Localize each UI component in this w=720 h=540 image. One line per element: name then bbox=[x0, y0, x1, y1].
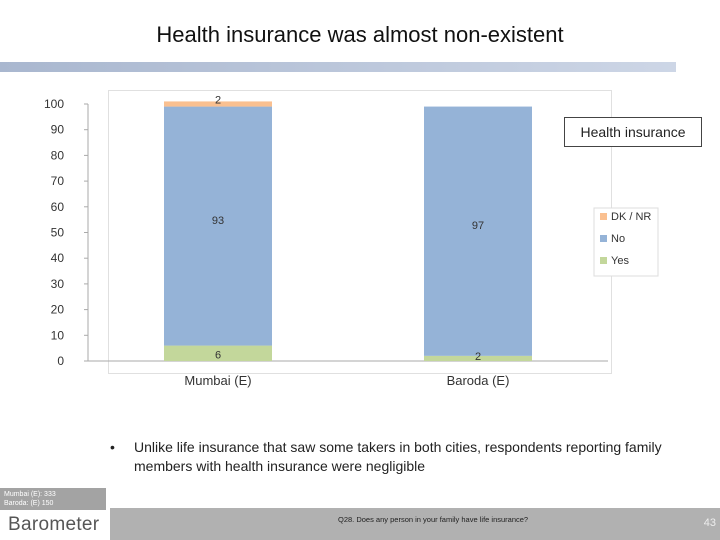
bar-segment-yes bbox=[164, 345, 272, 361]
bar-segment-no bbox=[164, 106, 272, 346]
legend-label: Yes bbox=[611, 255, 629, 267]
bar-segment-dk-nr bbox=[164, 101, 272, 107]
y-tick-label: 10 bbox=[51, 328, 65, 342]
base-notes: Mumbai (E): 333 Baroda: (E) 150 bbox=[0, 488, 106, 510]
data-label: 6 bbox=[215, 349, 221, 361]
y-tick-label: 50 bbox=[51, 226, 65, 240]
legend-swatch-yes bbox=[600, 257, 607, 264]
data-label: 2 bbox=[215, 94, 221, 106]
barometer-logo: Barometer bbox=[8, 514, 100, 535]
y-tick-label: 0 bbox=[57, 354, 64, 368]
y-tick-label: 60 bbox=[51, 200, 65, 214]
legend-label: No bbox=[611, 233, 625, 245]
data-label: 2 bbox=[475, 351, 481, 363]
slide-title: Health insurance was almost non-existent bbox=[156, 22, 564, 47]
y-tick-label: 20 bbox=[51, 303, 65, 317]
legend-label: DK / NR bbox=[611, 211, 651, 223]
footer-question: Q28. Does any person in your family have… bbox=[338, 515, 529, 524]
data-label: 93 bbox=[212, 215, 224, 227]
y-tick-label: 40 bbox=[51, 251, 65, 265]
bullet-symbol: • bbox=[110, 439, 115, 455]
y-tick-label: 80 bbox=[51, 148, 65, 162]
page-number: 43 bbox=[703, 517, 716, 529]
chart-title: Health insurance bbox=[564, 117, 702, 147]
footer-bar bbox=[110, 508, 720, 540]
title-underline-bar bbox=[0, 62, 676, 72]
bar-segment-no bbox=[424, 106, 532, 356]
x-category-label: Mumbai (E) bbox=[184, 373, 251, 388]
y-tick-label: 90 bbox=[51, 123, 65, 137]
bar-segment-yes bbox=[424, 355, 532, 361]
y-tick-label: 100 bbox=[44, 97, 64, 111]
legend-swatch-no bbox=[600, 235, 607, 242]
y-tick-label: 30 bbox=[51, 277, 65, 291]
stacked-bar-chart: 0 10 20 30 40 50 60 70 80 90 100 Mumbai (E) Baroda (… bbox=[44, 94, 659, 388]
base-note-baroda: Baroda: (E) 150 bbox=[4, 500, 54, 507]
x-category-label: Baroda (E) bbox=[447, 373, 510, 388]
data-label: 97 bbox=[472, 220, 484, 232]
legend-swatch-dk-nr bbox=[600, 213, 607, 220]
y-tick-label: 70 bbox=[51, 174, 65, 188]
bullet-text: Unlike life insurance that saw some take… bbox=[134, 439, 662, 474]
base-note-mumbai: Mumbai (E): 333 bbox=[4, 491, 56, 498]
bullet-point: • Unlike life insurance that saw some ta… bbox=[110, 438, 670, 476]
